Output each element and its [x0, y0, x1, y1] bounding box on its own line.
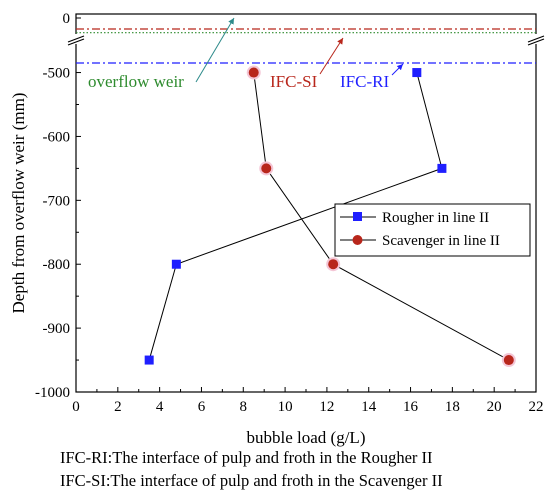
x-tick-label: 16: [403, 399, 419, 415]
y-axis-title: Depth from overflow weir (mm): [9, 93, 28, 314]
plot-frame: [75, 13, 537, 393]
x-tick-label: 18: [445, 399, 460, 415]
axis-break-left: [67, 34, 85, 46]
x-tick-label: 14: [361, 399, 377, 415]
series-line: [253, 72, 510, 361]
x-tick-label: 12: [319, 399, 334, 415]
data-point: [328, 259, 339, 270]
series-line: [148, 72, 443, 361]
data-point: [437, 163, 447, 173]
annotation-ifc-si: IFC-SI: [270, 72, 318, 91]
x-tick-label: 0: [72, 399, 80, 415]
arrow-ifc-ri: [391, 63, 404, 76]
x-tick-label: 20: [487, 399, 502, 415]
series-layer: [144, 65, 516, 368]
legend-marker-rougher: [353, 212, 362, 221]
legend-label-rougher: Rougher in line II: [382, 210, 489, 226]
y-tick-label: -500: [43, 66, 71, 82]
y-tick-label: -900: [43, 321, 71, 337]
x-ticks: 0 2 4 6 8 10 12 14 16 18 20 22: [72, 387, 544, 415]
annotation-ifc-ri: IFC-RI: [340, 72, 389, 91]
chart: 0 2 4 6 8 10 12 14 16 18 20 22 -1000 -900 -800 -700 -60…: [9, 11, 545, 447]
x-tick-label: 2: [114, 399, 122, 415]
legend-label-scavenger: Scavenger in line II: [382, 233, 500, 249]
y-tick-label: -1000: [35, 385, 70, 401]
annotation-overflow-weir: overflow weir: [88, 72, 184, 91]
data-point: [503, 355, 514, 366]
x-axis-title: bubble load (g/L): [247, 428, 366, 447]
arrow-overflow-weir: [195, 17, 235, 83]
arrow-ifc-si: [319, 37, 344, 75]
data-point: [144, 355, 154, 365]
legend: Rougher in line II Scavenger in line II: [334, 203, 531, 257]
data-point: [171, 259, 181, 269]
y-tick-label: -600: [43, 129, 71, 145]
y-tick-label: -800: [43, 257, 71, 273]
legend-marker-scavenger: [352, 235, 363, 245]
x-tick-label: 22: [529, 399, 544, 415]
data-point: [412, 68, 422, 78]
axis-break-right: [527, 34, 545, 46]
note-ifc-si: IFC-SI:The interface of pulp and froth i…: [60, 471, 443, 490]
data-point: [261, 163, 272, 174]
y-tick-label: -700: [43, 193, 71, 209]
x-tick-label: 4: [156, 399, 164, 415]
data-point: [248, 67, 259, 78]
y-tick-label: 0: [63, 11, 71, 27]
legend-box: [334, 203, 531, 257]
x-tick-label: 8: [240, 399, 248, 415]
x-tick-label: 10: [278, 399, 293, 415]
reference-lines: [76, 28, 536, 64]
x-tick-label: 6: [198, 399, 206, 415]
note-ifc-ri: IFC-RI:The interface of pulp and froth i…: [60, 448, 433, 467]
y-ticks: -1000 -900 -800 -700 -600 -500 0: [35, 11, 81, 401]
